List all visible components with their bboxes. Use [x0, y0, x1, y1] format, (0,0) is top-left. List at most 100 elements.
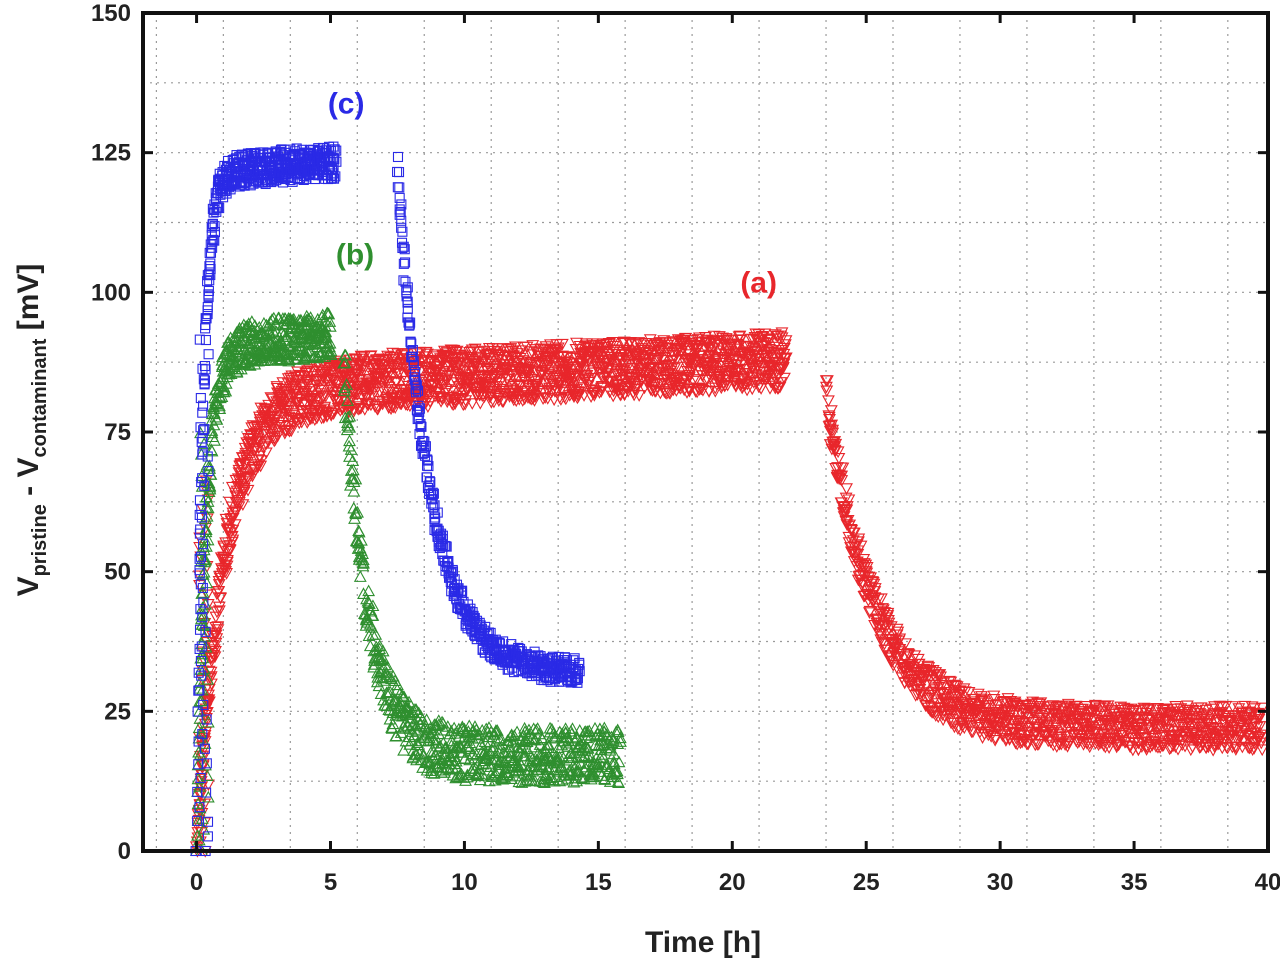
data-point [198, 425, 209, 436]
data-point [192, 745, 205, 758]
data-point [367, 383, 381, 396]
data-point [613, 731, 627, 744]
data-point [432, 507, 443, 518]
data-point [394, 726, 408, 738]
data-point [1215, 702, 1229, 714]
data-point [488, 373, 502, 386]
data-point [668, 363, 681, 375]
series-1 [189, 306, 627, 857]
data-point [512, 761, 526, 773]
data-point [359, 361, 372, 373]
data-point [316, 392, 330, 405]
data-point [360, 615, 374, 628]
data-point [778, 372, 791, 385]
data-point [427, 487, 438, 498]
data-point [720, 343, 734, 356]
data-point [356, 557, 370, 569]
data-point [1219, 700, 1233, 713]
data-point [200, 576, 214, 589]
data-point [975, 691, 988, 703]
data-point [829, 438, 843, 451]
data-point [891, 626, 905, 639]
data-point [482, 348, 495, 361]
data-point [520, 735, 534, 747]
data-point [393, 699, 407, 711]
data-point [594, 386, 608, 398]
data-point [200, 458, 214, 471]
data-point [402, 296, 413, 307]
data-point [373, 642, 387, 655]
data-point [204, 666, 218, 679]
data-point [1169, 741, 1182, 754]
data-point [322, 346, 336, 359]
data-point [410, 378, 422, 389]
data-point [541, 359, 555, 372]
data-point [746, 342, 760, 355]
data-point [353, 570, 367, 582]
data-point [214, 592, 228, 605]
data-point [1043, 701, 1057, 714]
data-point [205, 258, 216, 269]
data-point [762, 360, 776, 373]
data-point [899, 638, 912, 651]
data-point [395, 689, 409, 701]
data-point [649, 386, 663, 398]
data-point [894, 649, 908, 661]
data-point [195, 608, 208, 621]
data-point [1236, 735, 1250, 747]
data-point [197, 552, 211, 565]
data-point [594, 743, 608, 756]
data-point [500, 373, 514, 386]
data-point [885, 656, 899, 669]
data-point [208, 234, 219, 245]
data-point [192, 706, 203, 717]
data-point [245, 323, 258, 336]
data-point [392, 151, 404, 163]
data-point [344, 443, 358, 455]
data-point [223, 544, 237, 557]
data-point [291, 352, 304, 364]
data-point [209, 227, 221, 238]
data-point [555, 338, 569, 351]
data-point [224, 349, 238, 361]
data-point [225, 536, 239, 549]
data-point [300, 350, 314, 363]
data-point [432, 727, 446, 740]
data-point [671, 344, 685, 357]
data-point [317, 384, 331, 397]
data-point [734, 359, 748, 372]
data-point [709, 338, 723, 351]
data-point [551, 764, 565, 777]
data-point [486, 740, 500, 753]
data-point [490, 724, 504, 736]
data-point [426, 750, 440, 763]
data-point [411, 380, 422, 391]
data-point [212, 601, 226, 614]
data-point [328, 173, 340, 184]
data-point [509, 341, 522, 354]
data-point [1149, 741, 1163, 753]
data-point [916, 689, 930, 702]
data-point [198, 737, 212, 749]
data-point [215, 353, 229, 366]
data-point [1143, 704, 1157, 716]
data-point [535, 732, 549, 745]
data-point [521, 731, 535, 744]
data-point [217, 383, 231, 396]
data-point [614, 735, 627, 747]
data-point [425, 477, 436, 488]
data-point [836, 462, 850, 475]
series-2 [190, 141, 585, 857]
data-point [220, 186, 231, 197]
data-point [1183, 714, 1197, 727]
data-point [341, 410, 355, 423]
data-point [268, 432, 282, 445]
data-point [300, 404, 313, 417]
data-point [603, 338, 617, 351]
data-point [420, 348, 434, 361]
data-point [561, 740, 575, 752]
data-point [397, 226, 408, 237]
data-point [297, 353, 311, 365]
data-point [494, 383, 507, 396]
data-point [603, 386, 617, 399]
